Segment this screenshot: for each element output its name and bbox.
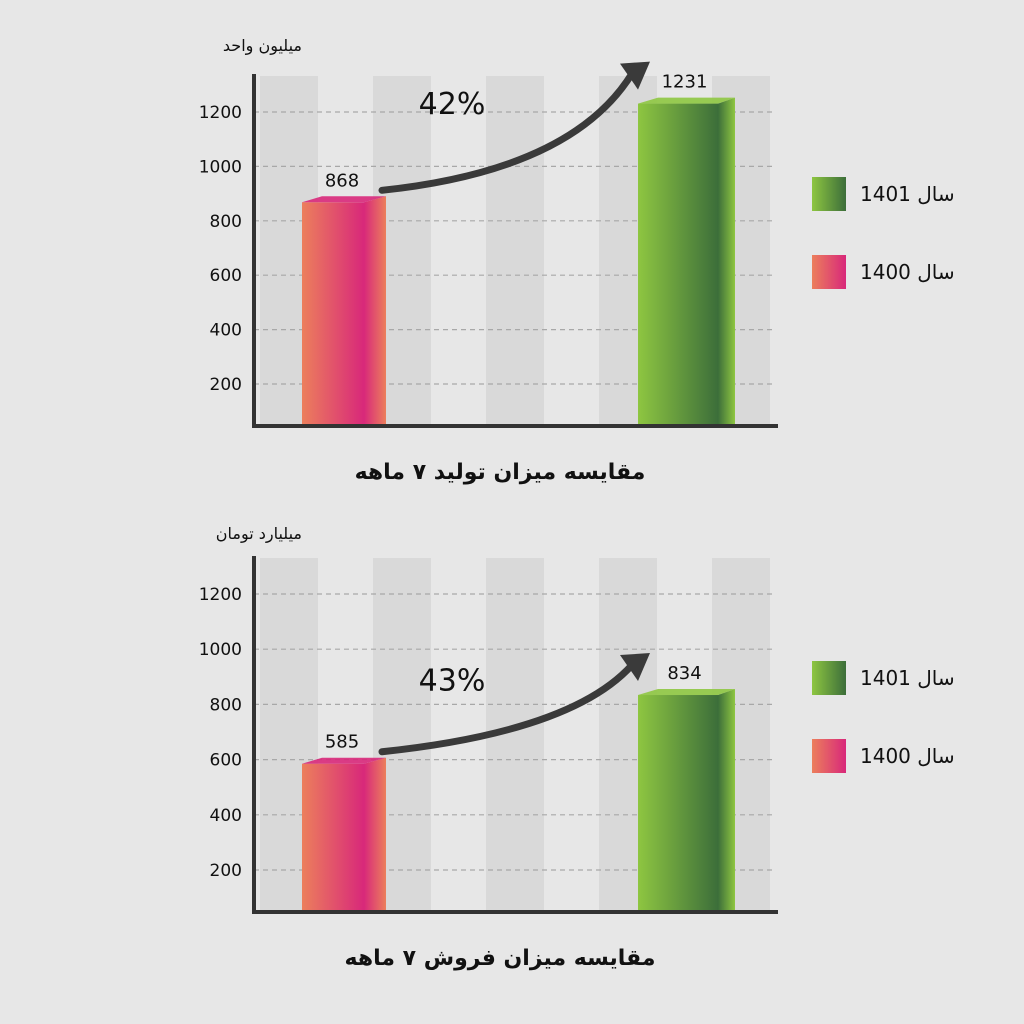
legend-label-1401: سال 1401 — [860, 666, 955, 690]
bar-top — [302, 196, 386, 203]
y-tick-label: 800 — [210, 212, 242, 232]
legend-item-1400: سال 1400 — [812, 738, 955, 774]
growth-arrow-shaft — [378, 70, 636, 194]
data-label: 1231 — [662, 72, 708, 93]
bar-side — [364, 196, 386, 424]
chart-title: مقایسه میزان فروش ۷ ماهه — [344, 946, 656, 971]
y-tick-label: 1000 — [199, 157, 242, 177]
grid-stripe — [486, 76, 544, 426]
legend-swatch-1401 — [812, 177, 846, 211]
data-label: 868 — [325, 170, 359, 191]
y-tick-label: 400 — [210, 321, 242, 341]
legend-swatch-1400 — [812, 255, 846, 289]
y-tick-label: 800 — [210, 695, 242, 715]
bar-top — [638, 97, 735, 104]
bar-side — [718, 97, 735, 425]
data-label: 834 — [667, 663, 701, 684]
legend-item-1400: سال 1400 — [812, 254, 955, 290]
growth-arrow-head — [620, 653, 650, 682]
y-tick-label: 400 — [210, 806, 242, 826]
y-tick-label: 600 — [210, 751, 242, 771]
y-unit-label: میلیون واحد — [222, 36, 302, 55]
y-tick-label: 1200 — [199, 103, 242, 123]
chart-title: مقایسه میزان تولید ۷ ماهه — [354, 460, 646, 485]
y-tick-label: 1000 — [199, 640, 242, 660]
growth-arrow-head — [620, 61, 650, 90]
bar-side — [718, 689, 735, 910]
y-unit-label: میلیارد تومان — [215, 524, 302, 543]
legend-label-1400: سال 1400 — [860, 744, 955, 768]
legend-label-1400: سال 1400 — [860, 260, 955, 284]
y-tick-label: 200 — [210, 375, 242, 395]
chart-plot: 200 400 600 800 1000 1200 868 1231 42% — [199, 61, 778, 428]
data-label: 585 — [325, 732, 359, 753]
legend: سال 1401 سال 1400 — [812, 660, 955, 816]
bar-top — [638, 689, 735, 696]
bar-front — [302, 763, 364, 910]
y-tick-label: 1200 — [199, 585, 242, 605]
bar-front — [638, 103, 718, 425]
y-tick-label: 200 — [210, 861, 242, 881]
legend-item-1401: سال 1401 — [812, 176, 955, 212]
growth-percent-label: 42% — [419, 87, 486, 122]
bar-front — [638, 695, 718, 910]
legend: سال 1401 سال 1400 — [812, 176, 955, 332]
bar-side — [364, 757, 386, 910]
legend-swatch-1400 — [812, 739, 846, 773]
bar-top — [302, 757, 386, 764]
sales-chart: میلیارد تومان 200 400 600 800 1000 1200 585 834… — [0, 500, 1024, 1024]
y-tick-label: 600 — [210, 266, 242, 286]
legend-swatch-1401 — [812, 661, 846, 695]
growth-arrow-shaft — [378, 661, 636, 756]
chart-plot: 200 400 600 800 1000 1200 585 834 43% — [199, 556, 778, 914]
legend-item-1401: سال 1401 — [812, 660, 955, 696]
legend-label-1401: سال 1401 — [860, 182, 955, 206]
growth-percent-label: 43% — [419, 663, 486, 698]
bar-front — [302, 202, 364, 424]
production-chart: میلیون واحد 200 400 600 800 1000 1200 868 1231 4… — [0, 0, 1024, 500]
